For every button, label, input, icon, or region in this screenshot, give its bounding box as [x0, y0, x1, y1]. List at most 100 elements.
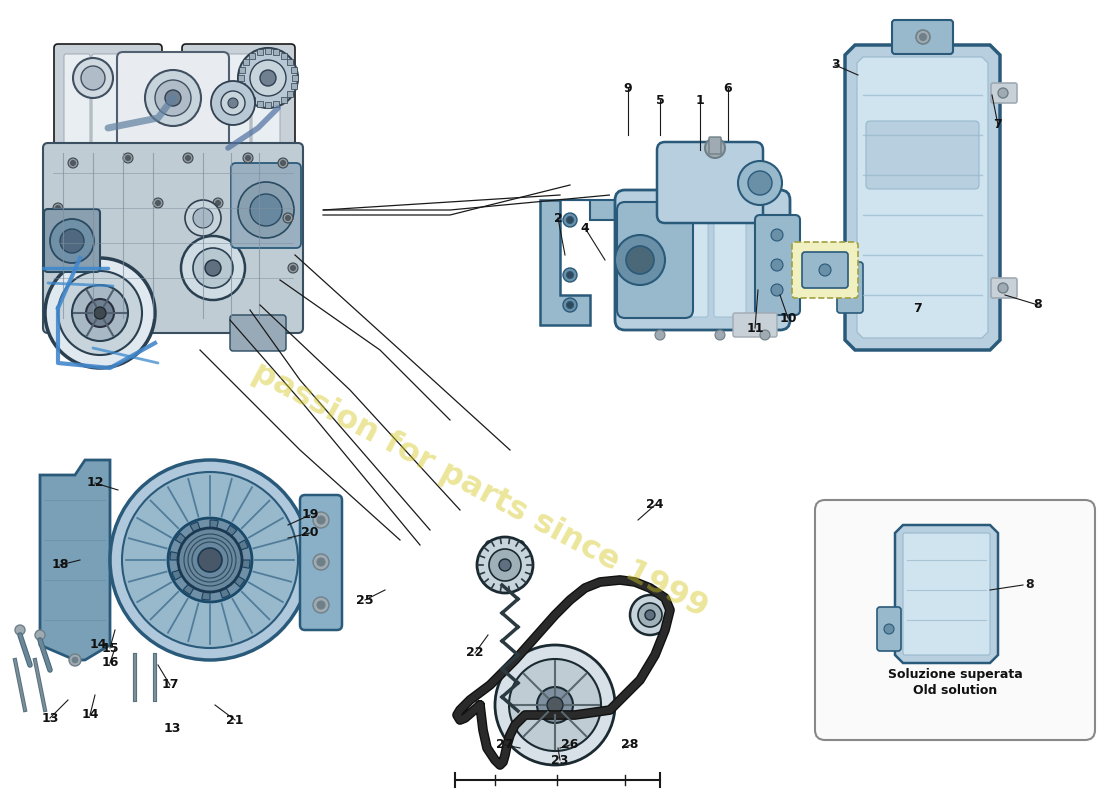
- Text: 22: 22: [466, 646, 484, 659]
- Circle shape: [185, 200, 221, 236]
- Text: 18: 18: [52, 558, 68, 571]
- Wedge shape: [210, 520, 218, 560]
- FancyBboxPatch shape: [265, 102, 271, 108]
- Circle shape: [884, 624, 894, 634]
- FancyBboxPatch shape: [638, 203, 670, 317]
- Circle shape: [314, 597, 329, 613]
- Circle shape: [165, 90, 182, 106]
- Circle shape: [566, 217, 573, 223]
- FancyBboxPatch shape: [714, 203, 746, 317]
- Wedge shape: [210, 560, 244, 586]
- Circle shape: [211, 81, 255, 125]
- Text: 10: 10: [779, 311, 796, 325]
- Wedge shape: [210, 560, 230, 598]
- Circle shape: [250, 194, 282, 226]
- FancyBboxPatch shape: [877, 607, 901, 651]
- FancyBboxPatch shape: [192, 54, 220, 153]
- Circle shape: [178, 528, 242, 592]
- Circle shape: [645, 610, 654, 620]
- Circle shape: [566, 302, 573, 309]
- FancyBboxPatch shape: [273, 101, 279, 106]
- FancyBboxPatch shape: [615, 190, 790, 330]
- Circle shape: [69, 654, 81, 666]
- Circle shape: [205, 260, 221, 276]
- Circle shape: [35, 630, 45, 640]
- Circle shape: [563, 268, 578, 282]
- Circle shape: [58, 258, 68, 268]
- Circle shape: [286, 215, 290, 221]
- Text: 7: 7: [993, 118, 1002, 131]
- Circle shape: [738, 161, 782, 205]
- Circle shape: [916, 30, 930, 44]
- FancyBboxPatch shape: [240, 66, 245, 73]
- Wedge shape: [190, 522, 210, 560]
- FancyBboxPatch shape: [300, 495, 342, 630]
- Circle shape: [70, 161, 76, 166]
- FancyBboxPatch shape: [290, 83, 297, 90]
- Text: 17: 17: [162, 678, 178, 691]
- Circle shape: [122, 472, 298, 648]
- Circle shape: [58, 271, 142, 355]
- Text: 24: 24: [647, 498, 663, 511]
- Circle shape: [845, 282, 855, 292]
- Circle shape: [820, 264, 830, 276]
- Circle shape: [53, 203, 63, 213]
- Circle shape: [186, 155, 190, 161]
- Circle shape: [509, 659, 601, 751]
- Text: Old solution: Old solution: [913, 684, 997, 697]
- FancyBboxPatch shape: [755, 215, 800, 315]
- FancyBboxPatch shape: [243, 59, 250, 65]
- FancyBboxPatch shape: [815, 500, 1094, 740]
- Circle shape: [314, 512, 329, 528]
- Circle shape: [920, 34, 926, 41]
- Circle shape: [68, 158, 78, 168]
- Circle shape: [615, 235, 666, 285]
- FancyBboxPatch shape: [54, 44, 162, 162]
- Text: 21: 21: [227, 714, 244, 726]
- Polygon shape: [857, 57, 988, 338]
- FancyBboxPatch shape: [290, 66, 297, 73]
- Circle shape: [45, 258, 155, 368]
- FancyBboxPatch shape: [273, 50, 279, 55]
- FancyBboxPatch shape: [92, 54, 118, 153]
- FancyBboxPatch shape: [230, 315, 286, 351]
- FancyBboxPatch shape: [240, 83, 245, 90]
- Circle shape: [626, 246, 654, 274]
- FancyBboxPatch shape: [287, 91, 293, 97]
- Wedge shape: [210, 560, 250, 568]
- Circle shape: [250, 60, 286, 96]
- Circle shape: [490, 549, 521, 581]
- FancyBboxPatch shape: [991, 278, 1018, 298]
- FancyBboxPatch shape: [733, 313, 777, 337]
- Circle shape: [145, 70, 201, 126]
- Circle shape: [283, 213, 293, 223]
- FancyBboxPatch shape: [991, 83, 1018, 103]
- Circle shape: [213, 198, 223, 208]
- FancyBboxPatch shape: [44, 209, 100, 272]
- Circle shape: [638, 603, 662, 627]
- Polygon shape: [540, 200, 590, 325]
- Circle shape: [221, 91, 245, 115]
- Wedge shape: [210, 526, 236, 560]
- Text: 1: 1: [695, 94, 704, 106]
- FancyBboxPatch shape: [486, 541, 524, 584]
- FancyBboxPatch shape: [249, 97, 255, 103]
- FancyBboxPatch shape: [182, 44, 295, 162]
- Text: 19: 19: [301, 509, 319, 522]
- Circle shape: [155, 80, 191, 116]
- Text: 9: 9: [624, 82, 632, 94]
- Text: 23: 23: [551, 754, 569, 766]
- Circle shape: [55, 206, 60, 210]
- Wedge shape: [175, 534, 210, 560]
- Polygon shape: [40, 460, 110, 660]
- Circle shape: [748, 171, 772, 195]
- FancyBboxPatch shape: [243, 91, 250, 97]
- Circle shape: [190, 540, 230, 580]
- Circle shape: [72, 657, 78, 663]
- FancyBboxPatch shape: [222, 54, 250, 153]
- Circle shape: [771, 284, 783, 296]
- Text: 26: 26: [561, 738, 579, 751]
- Text: Soluzione superata: Soluzione superata: [888, 668, 1022, 681]
- Text: 13: 13: [163, 722, 180, 734]
- Circle shape: [94, 307, 106, 319]
